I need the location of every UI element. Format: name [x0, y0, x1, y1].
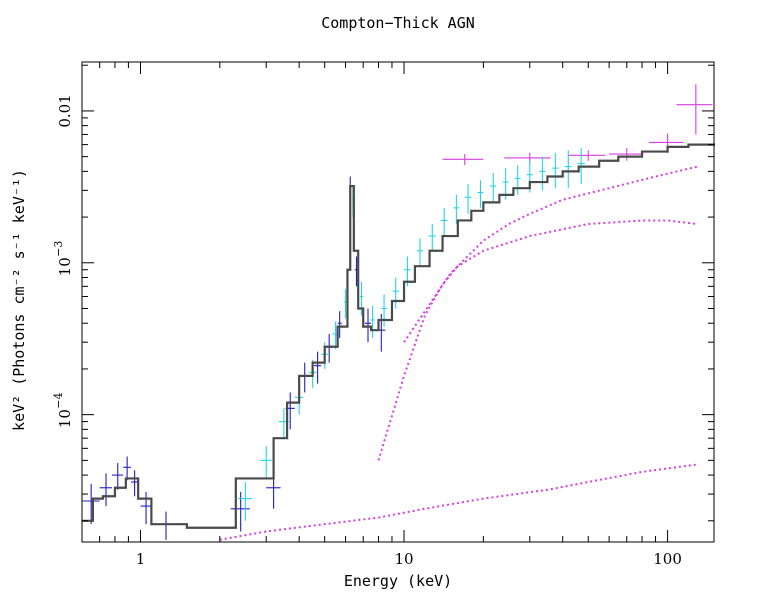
data-point [326, 333, 332, 363]
data-point [539, 156, 546, 191]
data-point [238, 482, 253, 521]
data-point [159, 511, 173, 540]
y-tick-label-base: 10 [56, 257, 74, 276]
x-axis-label: Energy (keV) [344, 572, 452, 590]
data-point [381, 294, 387, 327]
data-point [112, 463, 124, 490]
model-component-line [219, 463, 698, 541]
x-tick-label: 1 [136, 550, 146, 568]
data-point [417, 238, 423, 267]
y-tick-label-base: 10 [56, 409, 74, 428]
model-component-line [403, 165, 698, 343]
y-tick-label-exponent: −4 [52, 393, 65, 409]
data-point [313, 351, 322, 384]
data-point [300, 362, 309, 393]
series-dataset-a [82, 176, 386, 540]
data-point [123, 456, 131, 481]
data-point [392, 277, 399, 309]
data-point [359, 281, 364, 316]
data-point [99, 473, 113, 507]
data-point [504, 152, 551, 164]
y-tick-label-text: 0.01 [56, 94, 74, 127]
y-tick-label-exponent: −3 [52, 241, 65, 257]
y-tick-label: 10−3 [52, 241, 74, 277]
data-point [260, 446, 272, 479]
data-point [568, 150, 606, 161]
data-point [428, 224, 436, 251]
y-tick-label: 0.01 [56, 94, 74, 127]
data-point [648, 133, 684, 153]
series-reflection-component [377, 219, 698, 461]
model-step-line [82, 143, 716, 529]
data-point [609, 148, 643, 161]
data-point [440, 207, 448, 237]
series-dataset-b [238, 148, 585, 521]
y-axis-label: keV² (Photons cm⁻² s⁻¹ keV⁻¹) [10, 169, 28, 431]
data-point [477, 180, 484, 208]
plot-frame [81, 61, 715, 543]
series-total-model [82, 143, 716, 529]
data-point [490, 173, 497, 203]
series-layer [82, 84, 716, 541]
data-point [464, 184, 472, 214]
data-point [337, 311, 342, 338]
data-point [364, 308, 372, 343]
data-point [130, 470, 139, 497]
chart-title: Compton−Thick AGN [321, 14, 475, 32]
model-component-line [377, 219, 698, 461]
x-tick-label: 10 [394, 550, 413, 568]
y-tick-label: 10−4 [52, 393, 74, 429]
data-point [453, 194, 460, 225]
series-dataset-c [442, 84, 713, 166]
x-tick-label: 100 [653, 550, 682, 568]
data-point [82, 483, 100, 525]
data-point [442, 154, 484, 166]
data-point [370, 305, 375, 338]
data-point [676, 84, 713, 135]
data-point [514, 165, 521, 195]
data-point [564, 150, 572, 189]
series-scattered-component [219, 463, 698, 541]
series-transmitted-component [403, 165, 698, 343]
data-point [140, 491, 152, 525]
data-point [230, 491, 250, 532]
data-point [552, 152, 559, 189]
